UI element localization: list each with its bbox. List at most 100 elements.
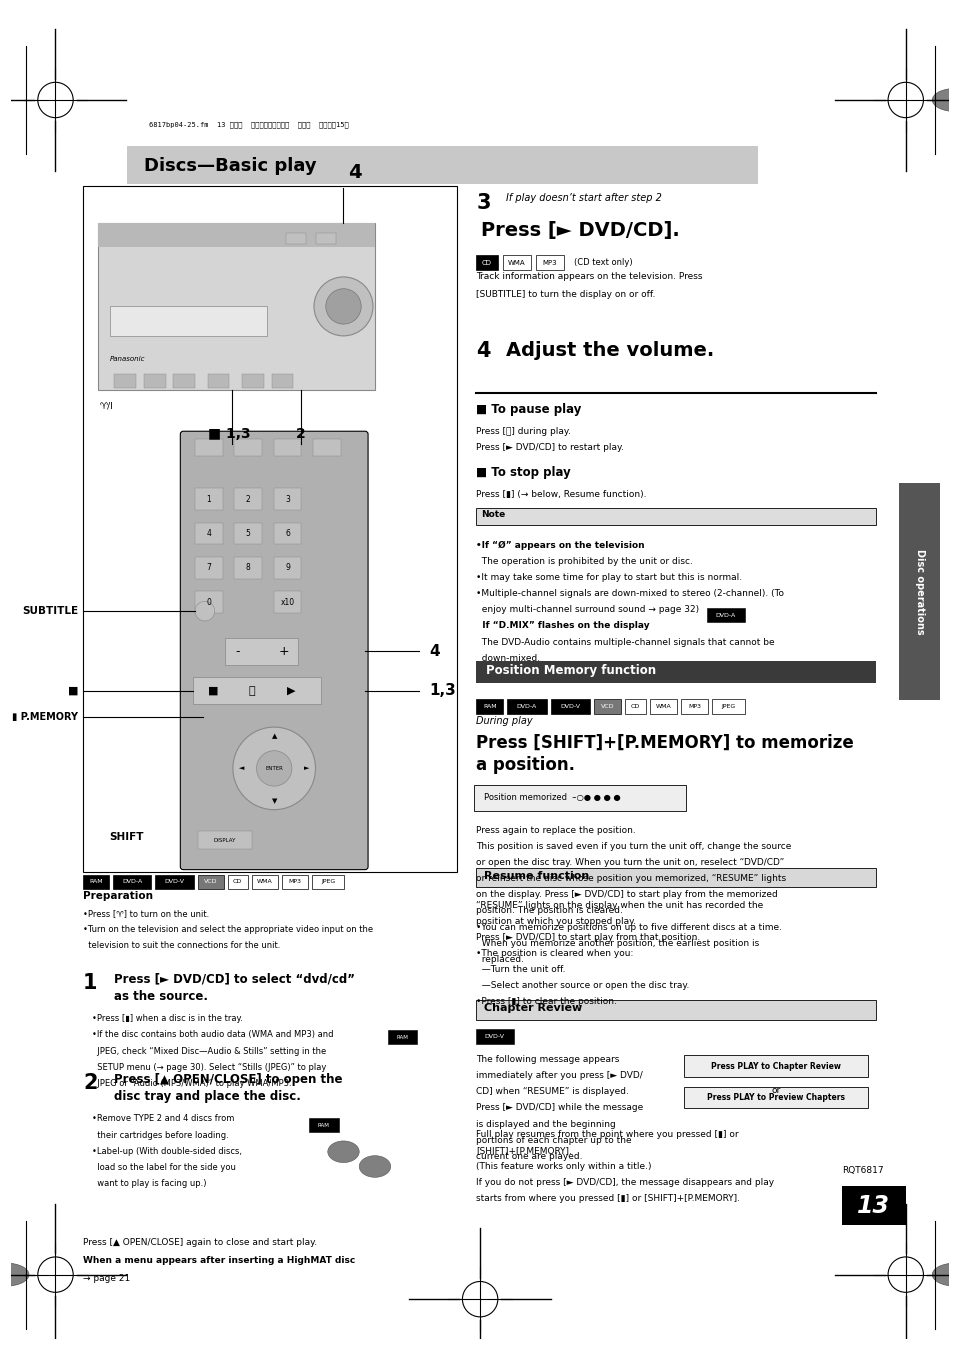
Text: Press PLAY to Chapter Review: Press PLAY to Chapter Review (711, 1062, 841, 1071)
FancyBboxPatch shape (502, 255, 530, 270)
Text: down-mixed.: down-mixed. (476, 654, 539, 663)
FancyBboxPatch shape (127, 146, 758, 184)
Text: SETUP menu (→ page 30). Select “Stills (JPEG)” to play: SETUP menu (→ page 30). Select “Stills (… (91, 1063, 326, 1071)
Text: 13: 13 (857, 1194, 889, 1217)
Text: ►: ► (304, 766, 309, 771)
Text: Press again to replace the position.: Press again to replace the position. (476, 827, 636, 835)
FancyBboxPatch shape (476, 1000, 876, 1020)
Text: ■ To pause play: ■ To pause play (476, 403, 581, 416)
Text: RAM: RAM (317, 1123, 330, 1128)
FancyBboxPatch shape (898, 484, 939, 700)
Text: During play: During play (476, 716, 533, 727)
Text: The following message appears: The following message appears (476, 1055, 618, 1065)
FancyBboxPatch shape (281, 874, 308, 889)
Text: DVD-V: DVD-V (164, 880, 184, 885)
Text: JPEG: JPEG (320, 880, 335, 885)
Text: Chapter Review: Chapter Review (483, 1004, 581, 1013)
Text: replaced.: replaced. (476, 955, 523, 963)
Text: If “D.MIX” flashes on the display: If “D.MIX” flashes on the display (476, 621, 649, 631)
FancyBboxPatch shape (234, 488, 262, 509)
Text: ■ To stop play: ■ To stop play (476, 466, 570, 478)
Text: 2: 2 (83, 1073, 97, 1093)
FancyBboxPatch shape (711, 698, 744, 715)
Text: •Turn on the television and select the appropriate video input on the: •Turn on the television and select the a… (83, 925, 373, 934)
Text: WMA: WMA (256, 880, 273, 885)
Text: Discs—Basic play: Discs—Basic play (144, 157, 316, 174)
FancyBboxPatch shape (272, 374, 294, 388)
Circle shape (326, 289, 361, 324)
FancyBboxPatch shape (274, 488, 301, 509)
Text: Position memorized  –○● ● ● ●: Position memorized –○● ● ● ● (483, 793, 620, 802)
Text: CD] when “RESUME” is displayed.: CD] when “RESUME” is displayed. (476, 1088, 628, 1097)
Text: DVD-V: DVD-V (559, 704, 579, 709)
Text: If you do not press [► DVD/CD], the message disappears and play: If you do not press [► DVD/CD], the mess… (476, 1178, 774, 1188)
FancyBboxPatch shape (309, 1119, 338, 1132)
Text: 1,3: 1,3 (429, 684, 456, 698)
Text: 5: 5 (246, 530, 251, 538)
Ellipse shape (328, 1142, 359, 1163)
Text: CD: CD (233, 880, 242, 885)
Text: 4: 4 (429, 644, 439, 659)
FancyBboxPatch shape (313, 439, 340, 455)
Text: ⏸: ⏸ (249, 686, 255, 696)
Text: Press [► DVD/CD] to start play from that position.: Press [► DVD/CD] to start play from that… (476, 934, 700, 942)
Text: (This feature works only within a title.): (This feature works only within a title.… (476, 1162, 651, 1171)
FancyBboxPatch shape (113, 874, 152, 889)
FancyBboxPatch shape (476, 508, 876, 524)
Text: DVD-A: DVD-A (122, 880, 142, 885)
FancyBboxPatch shape (97, 223, 375, 247)
FancyBboxPatch shape (550, 698, 589, 715)
Text: 2: 2 (246, 494, 251, 504)
FancyBboxPatch shape (194, 557, 222, 578)
FancyBboxPatch shape (593, 698, 620, 715)
Text: This position is saved even if you turn the unit off, change the source: This position is saved even if you turn … (476, 843, 791, 851)
FancyBboxPatch shape (234, 439, 262, 455)
Text: position. The position is cleared.: position. The position is cleared. (476, 907, 622, 916)
Text: Panasonic: Panasonic (110, 357, 145, 362)
Text: Position Memory function: Position Memory function (485, 663, 656, 677)
Text: -: - (234, 644, 239, 658)
FancyBboxPatch shape (194, 592, 222, 613)
Text: Press PLAY to Preview Chapters: Press PLAY to Preview Chapters (706, 1093, 844, 1102)
FancyBboxPatch shape (180, 431, 368, 870)
FancyBboxPatch shape (476, 661, 876, 682)
Text: If play doesn’t start after step 2: If play doesn’t start after step 2 (505, 193, 660, 204)
Text: [SHIFT]+[P.MEMORY].: [SHIFT]+[P.MEMORY]. (476, 1146, 572, 1155)
Text: •It may take some time for play to start but this is normal.: •It may take some time for play to start… (476, 573, 741, 582)
Text: on the display. Press [► DVD/CD] to start play from the memorized: on the display. Press [► DVD/CD] to star… (476, 890, 777, 900)
Text: When a menu appears after inserting a HighMAT disc: When a menu appears after inserting a Hi… (83, 1256, 355, 1265)
Text: their cartridges before loading.: their cartridges before loading. (91, 1131, 229, 1140)
FancyBboxPatch shape (624, 698, 645, 715)
Text: 6: 6 (285, 530, 290, 538)
FancyBboxPatch shape (83, 186, 456, 871)
Ellipse shape (359, 1155, 391, 1177)
Text: ◄: ◄ (239, 766, 244, 771)
Text: ENTER: ENTER (265, 766, 283, 771)
Text: CD: CD (630, 704, 639, 709)
FancyBboxPatch shape (228, 874, 248, 889)
Text: ▼: ▼ (272, 798, 276, 804)
FancyBboxPatch shape (476, 867, 876, 888)
Ellipse shape (931, 1263, 953, 1286)
FancyBboxPatch shape (110, 307, 267, 336)
Text: Full play resumes from the point where you pressed [▮] or: Full play resumes from the point where y… (476, 1131, 738, 1139)
Text: 2: 2 (296, 427, 306, 442)
Text: WMA: WMA (655, 704, 671, 709)
Text: 6817bp04-25.fm  13 ページ  ２００３年７月４日  金曜日  午後６時15分: 6817bp04-25.fm 13 ページ ２００３年７月４日 金曜日 午後６時… (149, 122, 348, 128)
FancyBboxPatch shape (97, 223, 375, 390)
FancyBboxPatch shape (252, 874, 277, 889)
Ellipse shape (931, 88, 953, 112)
Text: Press [SHIFT]+[P.MEMORY] to memorize
a position.: Press [SHIFT]+[P.MEMORY] to memorize a p… (476, 734, 853, 774)
Text: 3: 3 (476, 193, 490, 213)
Text: 9: 9 (285, 563, 290, 573)
Text: is displayed and the beginning: is displayed and the beginning (476, 1120, 616, 1128)
Text: RAM: RAM (396, 1035, 408, 1040)
Text: Press [▲ OPEN/CLOSE] to open the
disc tray and place the disc.: Press [▲ OPEN/CLOSE] to open the disc tr… (114, 1073, 343, 1104)
Text: MP3: MP3 (687, 704, 700, 709)
FancyBboxPatch shape (706, 608, 743, 623)
FancyBboxPatch shape (234, 557, 262, 578)
FancyBboxPatch shape (841, 1186, 904, 1225)
Text: 7: 7 (206, 563, 211, 573)
FancyBboxPatch shape (312, 874, 344, 889)
Text: television to suit the connections for the unit.: television to suit the connections for t… (83, 942, 280, 950)
